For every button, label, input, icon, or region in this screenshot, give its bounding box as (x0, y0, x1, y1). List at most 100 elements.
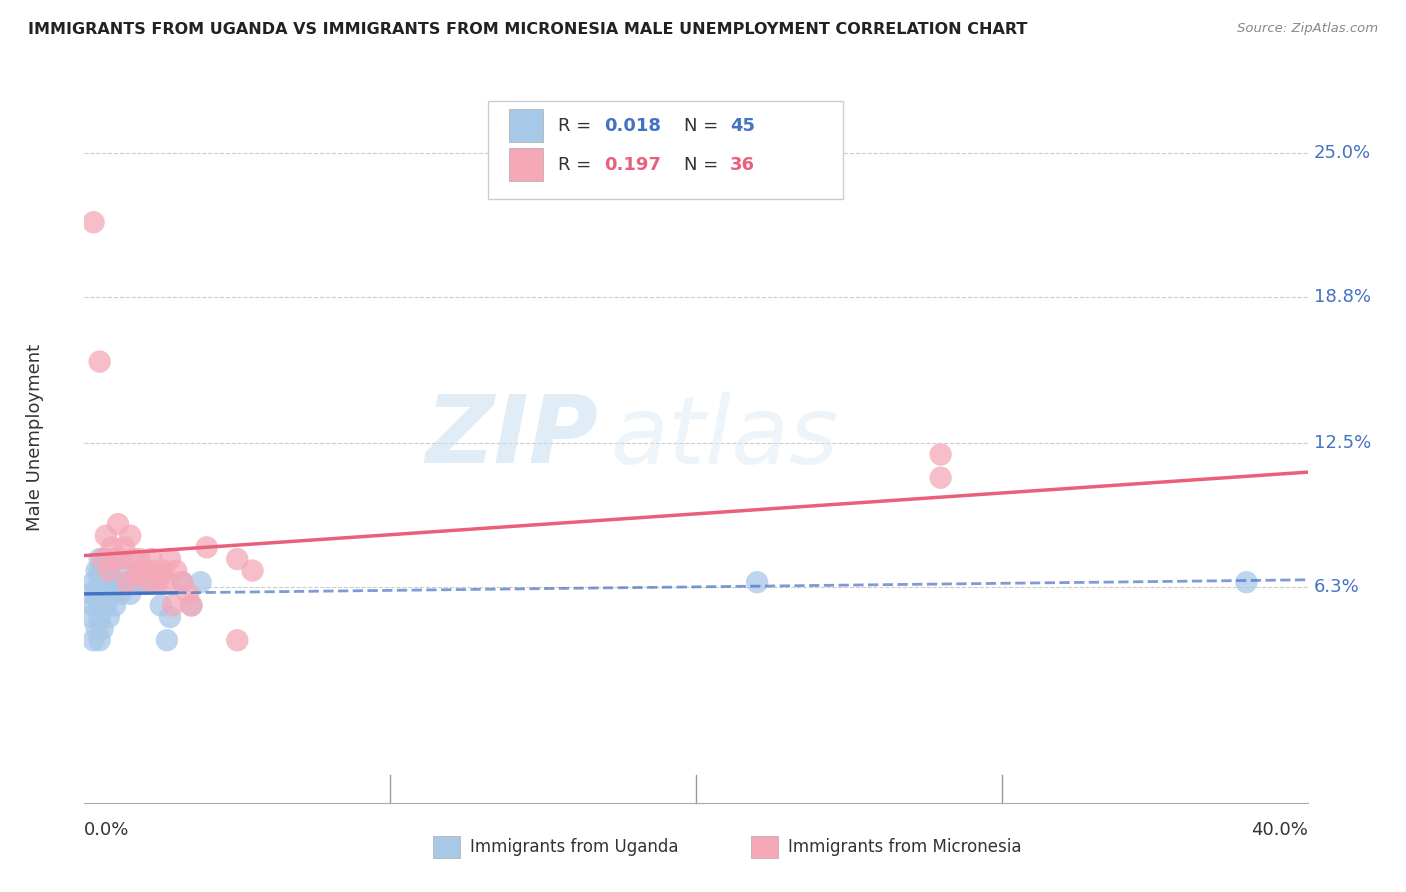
Point (159, 610, 181, 624)
Point (141, 575, 163, 590)
Point (190, 575, 212, 590)
Point (120, 587, 142, 601)
Point (86, 564, 108, 578)
Text: 18.8%: 18.8% (1313, 287, 1371, 306)
Point (242, 564, 264, 578)
Point (97, 575, 120, 590)
Point (122, 552, 145, 566)
Point (141, 552, 163, 566)
FancyBboxPatch shape (488, 101, 842, 200)
Point (177, 587, 200, 601)
Point (94, 575, 117, 590)
Point (83, 599, 105, 613)
Point (101, 587, 124, 601)
Point (143, 564, 166, 578)
Point (172, 575, 194, 590)
Point (89, 599, 111, 613)
Point (107, 575, 129, 590)
Point (135, 575, 157, 590)
Point (165, 564, 187, 578)
Point (91, 622, 114, 636)
Point (86, 587, 108, 601)
Text: ZIP: ZIP (425, 391, 598, 483)
Point (128, 552, 150, 566)
Text: 45: 45 (730, 117, 755, 136)
Point (929, 448, 952, 462)
Point (162, 599, 184, 613)
Point (89, 610, 111, 624)
Text: 36: 36 (730, 156, 755, 174)
Text: Source: ZipAtlas.com: Source: ZipAtlas.com (1237, 22, 1378, 36)
Text: N =: N = (683, 117, 724, 136)
FancyBboxPatch shape (509, 110, 543, 143)
Text: atlas: atlas (610, 392, 838, 483)
Point (83, 575, 105, 590)
Point (86, 622, 108, 636)
Point (91, 552, 114, 566)
Point (747, 575, 769, 590)
Point (97, 564, 120, 578)
Point (89, 564, 111, 578)
Point (89, 552, 111, 566)
Point (115, 575, 138, 590)
Point (125, 568, 148, 582)
Point (110, 552, 132, 566)
Text: 40.0%: 40.0% (1251, 822, 1308, 839)
Text: N =: N = (683, 156, 724, 174)
Point (115, 575, 138, 590)
Point (104, 552, 127, 566)
Point (110, 587, 132, 601)
Point (135, 564, 157, 578)
Point (97, 564, 120, 578)
Point (226, 552, 249, 566)
Point (226, 633, 249, 648)
Point (101, 541, 124, 555)
Point (94, 529, 117, 543)
Text: R =: R = (558, 117, 596, 136)
Text: 12.5%: 12.5% (1313, 434, 1371, 452)
Point (94, 599, 117, 613)
Point (97, 610, 120, 624)
Point (104, 552, 127, 566)
Text: 25.0%: 25.0% (1313, 144, 1371, 161)
Text: IMMIGRANTS FROM UGANDA VS IMMIGRANTS FROM MICRONESIA MALE UNEMPLOYMENT CORRELATI: IMMIGRANTS FROM UGANDA VS IMMIGRANTS FRO… (28, 22, 1028, 37)
Point (146, 575, 169, 590)
Point (89, 354, 111, 368)
Point (153, 564, 176, 578)
Point (83, 215, 105, 229)
Text: Immigrants from Uganda: Immigrants from Uganda (470, 838, 678, 855)
Point (94, 552, 117, 566)
Point (149, 568, 172, 582)
Point (79, 610, 101, 624)
Point (128, 575, 150, 590)
Point (101, 575, 124, 590)
Point (91, 564, 114, 578)
Text: 0.0%: 0.0% (84, 822, 129, 839)
FancyBboxPatch shape (509, 148, 543, 181)
Point (180, 599, 202, 613)
Point (91, 575, 114, 590)
Point (159, 552, 181, 566)
Text: Immigrants from Micronesia: Immigrants from Micronesia (787, 838, 1021, 855)
Point (120, 529, 142, 543)
Text: 0.018: 0.018 (605, 117, 661, 136)
Point (83, 633, 105, 648)
Point (929, 471, 952, 485)
Point (79, 587, 101, 601)
Point (1236, 575, 1258, 590)
Point (91, 587, 114, 601)
FancyBboxPatch shape (433, 836, 460, 858)
Point (156, 575, 179, 590)
Point (149, 599, 172, 613)
Point (89, 633, 111, 648)
Point (122, 575, 145, 590)
Point (112, 564, 135, 578)
Text: 0.197: 0.197 (605, 156, 661, 174)
Point (180, 599, 202, 613)
Point (89, 575, 111, 590)
Point (104, 599, 127, 613)
Point (107, 517, 129, 532)
FancyBboxPatch shape (751, 836, 778, 858)
Point (195, 541, 218, 555)
Text: Male Unemployment: Male Unemployment (27, 343, 45, 531)
